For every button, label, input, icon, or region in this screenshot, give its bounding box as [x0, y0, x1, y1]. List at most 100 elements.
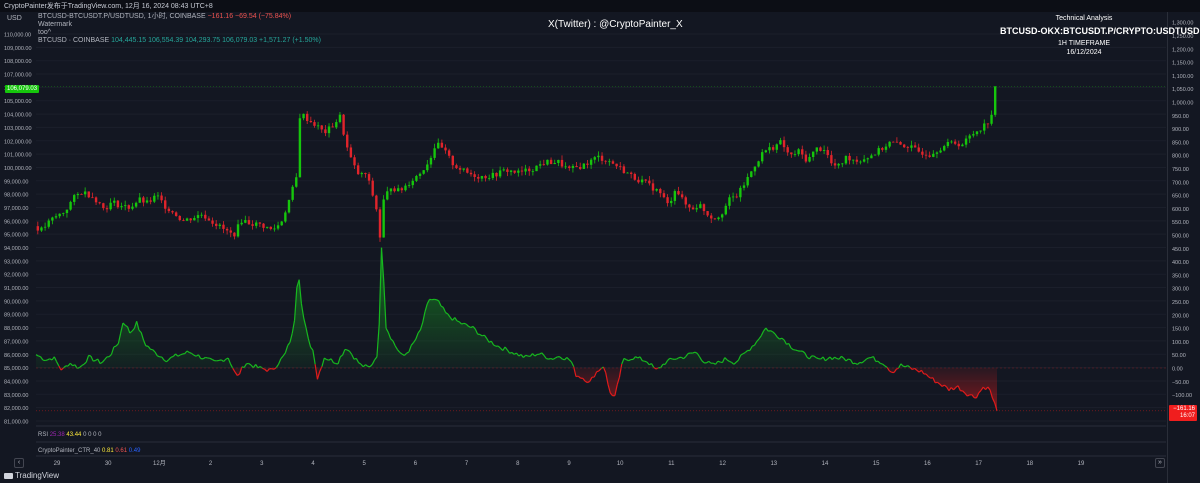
ctr-line-segment — [104, 356, 108, 360]
candle-body — [710, 215, 713, 219]
ctr-line-segment — [623, 357, 627, 361]
ctr-line-segment — [742, 351, 746, 355]
candle-body — [651, 183, 655, 191]
ctr-line-segment — [449, 316, 453, 321]
candle-body — [801, 149, 804, 155]
candle-body — [240, 222, 243, 225]
candle-body — [833, 163, 837, 166]
ctr-line-segment — [387, 332, 392, 339]
candle-body — [69, 201, 72, 210]
ctr-line-segment — [410, 342, 414, 346]
ctr-line-segment — [939, 383, 943, 387]
candle-body — [73, 195, 76, 202]
candle-body — [761, 152, 764, 162]
candle-body — [549, 159, 553, 165]
rsi-value-3: 0 — [83, 432, 87, 438]
candle-body — [335, 122, 338, 128]
ctr-line-segment — [525, 354, 529, 357]
candle-body — [640, 179, 644, 183]
candle-body — [629, 172, 633, 174]
ctr-line-segment — [676, 357, 680, 360]
ctr-line-segment — [193, 354, 197, 357]
ctr-line-segment — [912, 367, 915, 371]
candle-body — [699, 204, 702, 209]
ctr-line-segment — [99, 361, 103, 365]
ctr-line-segment — [458, 321, 463, 325]
ctr-line-segment — [802, 350, 806, 354]
ctr-line-segment — [772, 331, 776, 335]
legend-line-1: BTCUSD-BTCUSDT.P/USDTUSD, 1小时, COINBASE … — [38, 13, 321, 21]
candle-body — [757, 161, 760, 167]
candle-body — [429, 157, 433, 165]
ctr-line-segment — [555, 356, 558, 359]
ctr-line-segment — [680, 356, 684, 360]
ctr-line-segment — [504, 346, 508, 351]
candle-body — [528, 168, 531, 172]
ctr-line-segment — [749, 345, 753, 351]
ctr-line-segment — [907, 365, 911, 368]
candle-body — [688, 204, 691, 208]
ctr-line-segment — [543, 354, 547, 359]
ctr-line-segment — [197, 354, 202, 359]
candle-body — [98, 202, 101, 204]
ctr-line-segment — [582, 377, 586, 382]
time-tick-label: 6 — [414, 461, 418, 467]
ctr-line-segment — [72, 364, 76, 367]
ctr-line-segment — [406, 351, 410, 354]
candle-body — [568, 166, 571, 169]
candle-body — [309, 120, 313, 123]
candle-body — [36, 226, 40, 231]
rsi-value-1: 25.38 — [49, 432, 65, 438]
ctr-line-segment — [854, 362, 858, 365]
candle-body — [531, 171, 535, 172]
candle-body — [94, 197, 98, 203]
candle-body — [666, 197, 669, 204]
candle-body — [677, 191, 680, 195]
candle-body — [848, 155, 851, 161]
ctr-line-segment — [660, 363, 664, 369]
ctr-line-segment — [266, 368, 270, 372]
ctr-tick-label: 900.00 — [1172, 127, 1189, 133]
candle-body — [520, 170, 524, 172]
ctr-line-segment — [307, 338, 312, 348]
ctr-line-segment — [804, 352, 808, 358]
candle-body — [975, 131, 979, 135]
nav-right-button[interactable]: » — [1155, 458, 1165, 468]
ctr-line-segment — [232, 368, 236, 373]
ctr-line-segment — [848, 358, 851, 361]
ctr-line-segment — [179, 353, 183, 356]
ctr-line-segment — [511, 352, 515, 355]
candle-body — [204, 214, 207, 219]
candle-body — [258, 222, 262, 224]
ctr-line-segment — [298, 279, 303, 304]
price-chart[interactable]: 110,000.00 109,000.00 108,000.00 107,000.00… — [0, 12, 1200, 483]
ctr-line-segment — [337, 356, 341, 365]
legend-ohlc: 104,445.15 106,554.39 104,293.75 106,079… — [111, 37, 321, 44]
ctr-line-segment — [497, 345, 501, 349]
candle-body — [575, 165, 578, 168]
candle-body — [262, 223, 265, 228]
ctr-line-segment — [463, 322, 467, 325]
ctr-line-segment — [438, 300, 442, 307]
price-tick-label: 91,000.00 — [4, 286, 28, 292]
candle-body — [353, 157, 356, 166]
price-tick-label: 109,000.00 — [4, 46, 32, 52]
nav-left-button[interactable]: ‹ — [14, 458, 24, 468]
ctr-line-segment — [445, 312, 449, 315]
candle-body — [804, 154, 808, 162]
ctr-line-segment — [442, 307, 447, 313]
price-tick-label: 100,000.00 — [4, 166, 32, 172]
ctr-line-segment — [724, 357, 728, 361]
candle-body — [899, 141, 902, 145]
candle-body — [775, 144, 778, 150]
ctr-line-segment — [632, 356, 636, 360]
ctr-line-segment — [191, 352, 195, 356]
time-tick-label: 8 — [516, 461, 520, 467]
price-tick-label: 83,000.00 — [4, 393, 28, 399]
time-axis: 29 30 12月 2 3 4 5 6 7 8 9 10 11 12 13 14 15 16 17 18 19 — [54, 460, 1085, 467]
candle-body — [983, 123, 986, 131]
ctr-tick-label: 700.00 — [1172, 180, 1189, 186]
candle-body — [269, 226, 272, 229]
ctr-line-segment — [980, 386, 984, 391]
ctr-line-segment — [669, 357, 673, 360]
